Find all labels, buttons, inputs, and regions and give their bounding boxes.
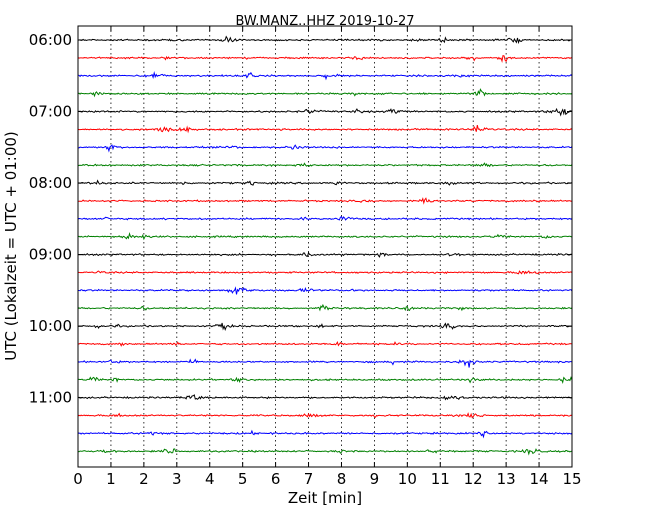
trace-row [77, 376, 573, 384]
x-tick-label: 10 [398, 470, 417, 488]
x-tick-label: 5 [238, 470, 248, 488]
y-tick-label: 08:00 [29, 174, 72, 192]
trace-row [77, 286, 573, 295]
x-tick-label: 6 [271, 470, 281, 488]
x-tick-labels: 0 1 2 3 4 5 6 7 8 9 10 11 12 13 14 15 [73, 470, 581, 488]
trace-row [77, 55, 573, 64]
x-axis-label: Zeit [min] [288, 489, 362, 507]
axis-ticks [77, 26, 573, 467]
x-tick-label: 7 [304, 470, 314, 488]
trace-row [77, 216, 573, 221]
x-tick-label: 11 [431, 470, 450, 488]
trace-row [77, 179, 573, 186]
x-tick-label: 14 [530, 470, 549, 488]
trace-row [77, 107, 573, 117]
chart-title: BW.MANZ..HHZ 2019-10-27 [235, 14, 414, 29]
trace-row [77, 144, 573, 153]
trace-row [77, 303, 573, 312]
trace-row [77, 71, 573, 81]
plot-frame [77, 25, 573, 468]
trace-row [77, 394, 573, 401]
y-tick-label: 09:00 [29, 246, 72, 264]
x-tick-label: 8 [337, 470, 347, 488]
trace-row [77, 251, 573, 258]
x-tick-label: 3 [172, 470, 182, 488]
trace-row [77, 358, 573, 368]
x-tick-label: 9 [370, 470, 380, 488]
x-tick-label: 15 [562, 470, 581, 488]
y-axis-label: UTC (Lokalzeit = UTC + 01:00) [2, 131, 20, 361]
y-tick-label: 10:00 [29, 317, 72, 335]
x-tick-label: 1 [106, 470, 116, 488]
trace-row [77, 35, 573, 45]
seismic-traces [77, 35, 573, 456]
trace-row [77, 448, 573, 456]
trace-row [77, 429, 573, 439]
trace-row [77, 270, 573, 275]
y-tick-label: 11:00 [29, 389, 72, 407]
x-tick-label: 0 [73, 470, 83, 488]
trace-row [77, 88, 573, 98]
trace-row [77, 412, 573, 419]
trace-row [77, 162, 573, 168]
y-tick-label: 07:00 [29, 103, 72, 121]
trace-row [77, 125, 573, 134]
trace-row [77, 341, 573, 347]
x-tick-label: 12 [464, 470, 483, 488]
x-tick-label: 4 [205, 470, 215, 488]
y-tick-labels: 06:00 07:00 08:00 09:00 10:00 11:00 [29, 31, 72, 407]
y-tick-label: 06:00 [29, 31, 72, 49]
trace-row [77, 231, 573, 241]
x-tick-label: 2 [139, 470, 149, 488]
grid-lines [110, 26, 540, 467]
trace-row [77, 197, 573, 205]
x-tick-label: 13 [497, 470, 516, 488]
trace-row [77, 322, 573, 332]
